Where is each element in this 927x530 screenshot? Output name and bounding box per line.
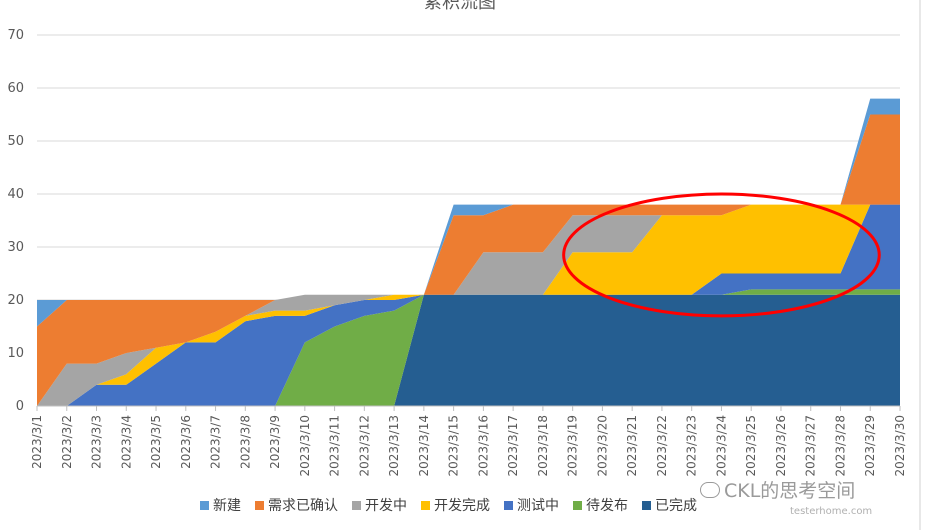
x-tick-label: 2023/3/25 <box>744 415 758 477</box>
x-tick-label: 2023/3/11 <box>328 415 342 477</box>
x-tick-label: 2023/3/5 <box>149 415 163 469</box>
legend-item: 测试中 <box>504 495 559 515</box>
x-tick-label: 2023/3/4 <box>119 415 133 469</box>
watermark-text: CKL的思考空间 <box>724 480 856 502</box>
x-tick-label: 2023/3/23 <box>685 415 699 477</box>
watermark: CKL的思考空间 <box>700 476 855 503</box>
x-tick-label: 2023/3/12 <box>357 415 371 477</box>
legend-item: 待发布 <box>573 495 628 515</box>
x-tick-label: 2023/3/9 <box>268 415 282 469</box>
legend-item: 已完成 <box>642 495 697 515</box>
chart-title: 累积流图 <box>424 0 496 13</box>
x-tick-label: 2023/3/16 <box>476 415 490 477</box>
x-tick-label: 2023/3/22 <box>655 415 669 477</box>
watermark-subtext: testerhome.com <box>790 506 873 517</box>
area-series <box>37 98 900 327</box>
legend-item: 需求已确认 <box>255 495 338 515</box>
y-tick-label: 40 <box>7 187 24 202</box>
y-tick-label: 0 <box>16 399 24 414</box>
legend-label: 新建 <box>213 498 241 514</box>
x-tick-label: 2023/3/17 <box>506 415 520 477</box>
x-tick-label: 2023/3/7 <box>209 415 223 469</box>
legend-swatch <box>573 500 582 510</box>
x-tick-label: 2023/3/15 <box>447 415 461 477</box>
legend-label: 测试中 <box>517 498 559 514</box>
x-axis: 2023/3/1 2023/3/2 2023/3/3 2023/3/4 2023/3/5… <box>30 405 907 477</box>
legend-swatch <box>352 500 361 510</box>
x-tick-label: 2023/3/8 <box>238 415 252 469</box>
y-tick-label: 60 <box>7 81 24 96</box>
x-tick-label: 2023/3/28 <box>833 415 847 477</box>
area-series <box>37 204 900 406</box>
highlight-ellipse <box>562 192 881 318</box>
legend-label: 开发中 <box>365 498 407 514</box>
legend-label: 待发布 <box>586 498 628 514</box>
legend-label: 需求已确认 <box>268 498 338 514</box>
x-tick-label: 2023/3/14 <box>417 415 431 477</box>
legend-swatch <box>200 500 209 510</box>
legend-item: 开发完成 <box>421 495 490 515</box>
legend-swatch <box>642 500 651 510</box>
x-tick-label: 2023/3/1 <box>30 415 44 469</box>
legend-swatch <box>421 500 430 510</box>
legend-item: 新建 <box>200 495 241 515</box>
x-tick-label: 2023/3/13 <box>387 415 401 477</box>
x-tick-label: 2023/3/10 <box>298 415 312 477</box>
legend-swatch <box>504 500 513 510</box>
area-series <box>37 114 900 406</box>
x-tick-label: 2023/3/18 <box>536 415 550 477</box>
x-tick-label: 2023/3/24 <box>714 415 728 477</box>
x-tick-label: 2023/3/19 <box>566 415 580 477</box>
x-tick-label: 2023/3/20 <box>595 415 609 477</box>
x-tick-label: 2023/3/3 <box>90 415 104 469</box>
x-tick-label: 2023/3/26 <box>774 415 788 477</box>
x-tick-label: 2023/3/6 <box>179 415 193 469</box>
y-axis: 0 10 20 30 40 50 60 70 <box>7 28 24 414</box>
stacked-areas <box>37 98 900 406</box>
x-tick-label: 2023/3/27 <box>804 415 818 477</box>
x-tick-label: 2023/3/2 <box>60 415 74 469</box>
legend: 新建 需求已确认 开发中 开发完成 测试中 待发布 已完成 <box>200 494 760 516</box>
right-edge-ruler <box>919 0 921 530</box>
legend-label: 开发完成 <box>434 498 490 514</box>
x-tick-label: 2023/3/29 <box>863 415 877 477</box>
y-tick-label: 50 <box>7 134 24 149</box>
area-series <box>37 204 900 406</box>
legend-item: 开发中 <box>352 495 407 515</box>
legend-label: 已完成 <box>655 498 697 514</box>
x-tick-label: 2023/3/21 <box>625 415 639 477</box>
legend-swatch <box>255 500 264 510</box>
y-tick-label: 30 <box>7 240 24 255</box>
y-tick-label: 20 <box>7 293 24 308</box>
area-series <box>37 294 900 406</box>
y-tick-label: 70 <box>7 28 24 43</box>
x-tick-label: 2023/3/30 <box>893 415 907 477</box>
wechat-icon <box>700 481 720 498</box>
y-tick-label: 10 <box>7 346 24 361</box>
